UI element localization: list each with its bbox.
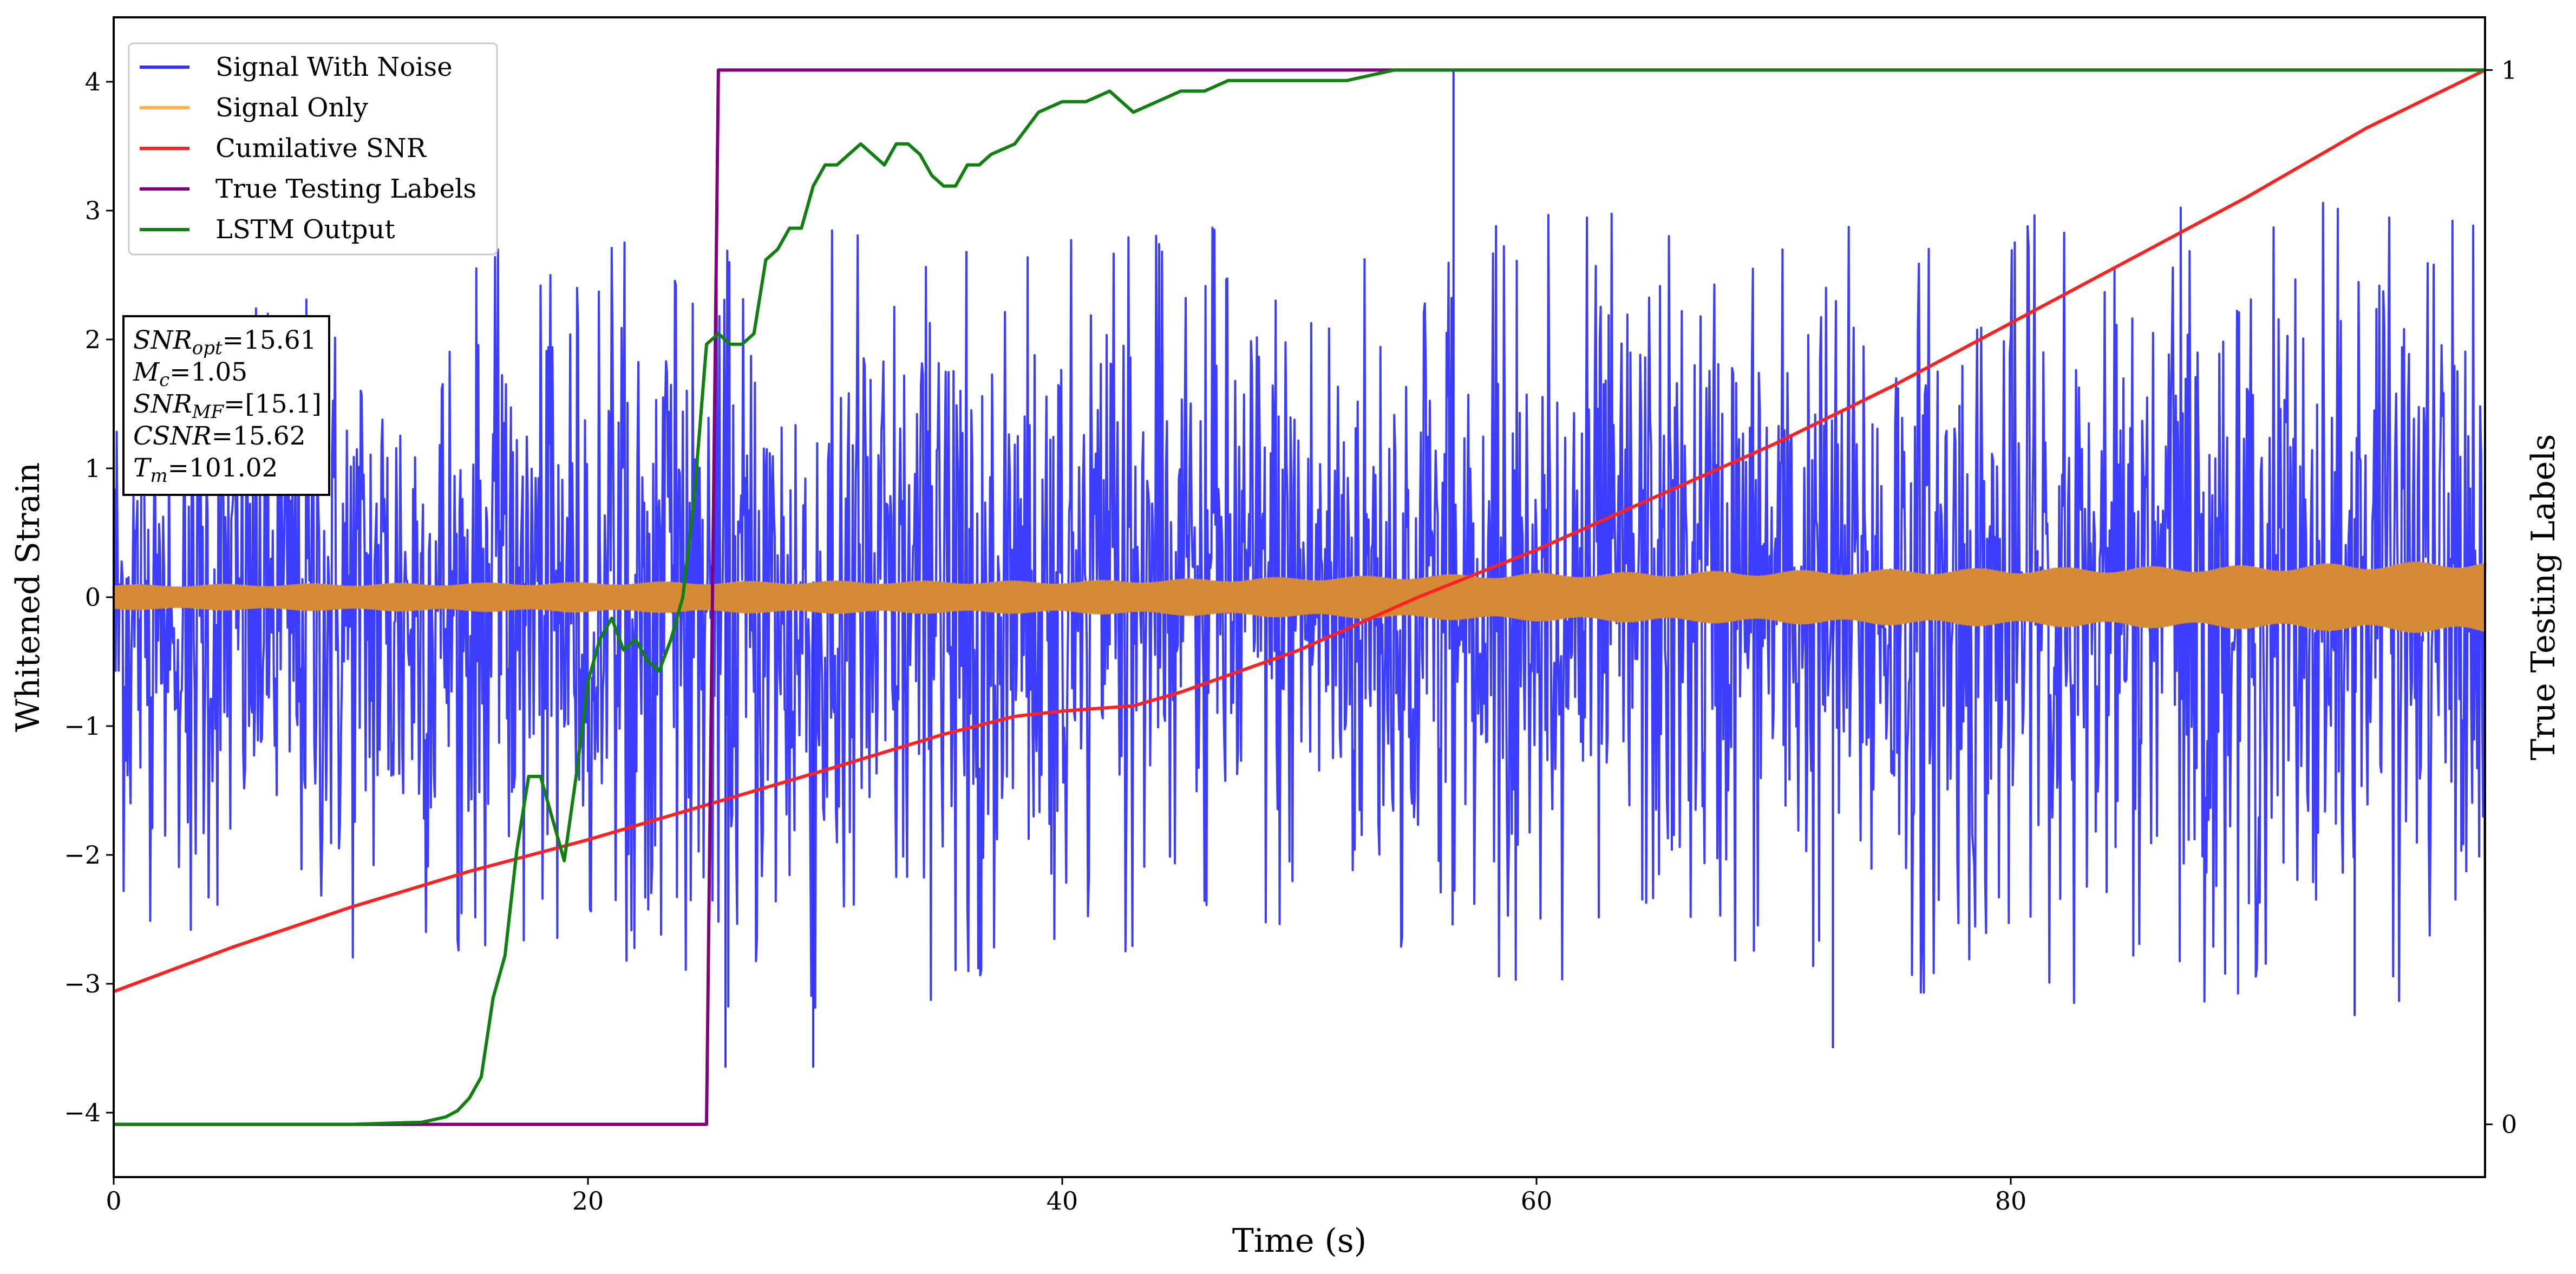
y-left-tick-label: 0 [85, 583, 101, 612]
legend: Signal With Noise Signal Only Cumilative S… [128, 42, 498, 256]
x-axis-label: Time (s) [1232, 1222, 1367, 1260]
info-line: Tm=101.02 [133, 453, 278, 487]
info-line: SNRopt=15.61 [133, 325, 317, 359]
cumulative-snr-line [113, 68, 2486, 994]
x-tick-label: 0 [106, 1186, 121, 1216]
legend-label: Signal With Noise [215, 52, 453, 82]
legend-label: LSTM Output [215, 214, 395, 245]
x-tick-label: 20 [572, 1186, 604, 1216]
x-tick-label: 40 [1047, 1186, 1078, 1216]
y-left-tick-label: 1 [85, 454, 101, 483]
lstm-output-layer [114, 68, 2485, 1126]
legend-label: True Testing Labels [215, 174, 476, 204]
x-tick-label: 60 [1521, 1186, 1553, 1216]
info-box: SNRopt=15.61Mc=1.05SNRMF=[15.1]CSNR=15.6… [122, 315, 330, 496]
y-left-tick-label: −1 [64, 711, 101, 741]
y-axis-right-label: True Testing Labels [2525, 434, 2562, 761]
signal-only-line [112, 561, 2487, 633]
y-left-tick-label: −3 [64, 969, 101, 998]
y-axis-right: 01 [2485, 55, 2517, 1139]
legend-label: Signal Only [215, 93, 368, 123]
info-line: SNRMF=[15.1] [133, 389, 322, 423]
y-left-tick-label: −4 [64, 1098, 101, 1127]
lstm-output-line [114, 68, 2485, 1126]
y-axis-left-label: Whitened Strain [9, 462, 47, 732]
x-tick-label: 80 [1995, 1186, 2027, 1216]
legend-label: Cumilative SNR [215, 133, 427, 164]
y-left-tick-label: −2 [64, 840, 101, 870]
info-line: Mc=1.05 [133, 357, 247, 391]
info-box-frame [122, 315, 330, 496]
x-axis: 0 20 40 60 80 [106, 1177, 2026, 1216]
y-right-tick-label: 1 [2501, 55, 2517, 84]
info-line: CSNR=15.62 [133, 421, 306, 451]
cumulative-snr-layer [113, 68, 2486, 994]
y-axis-left: −4 −3 −2 −1 0 1 2 3 4 [64, 67, 114, 1127]
y-left-tick-label: 3 [85, 196, 101, 225]
legend-box [128, 42, 498, 256]
signal-only-layer [112, 561, 2487, 633]
y-left-tick-label: 2 [85, 325, 101, 354]
y-right-tick-label: 0 [2501, 1110, 2517, 1139]
y-left-tick-label: 4 [85, 67, 101, 96]
